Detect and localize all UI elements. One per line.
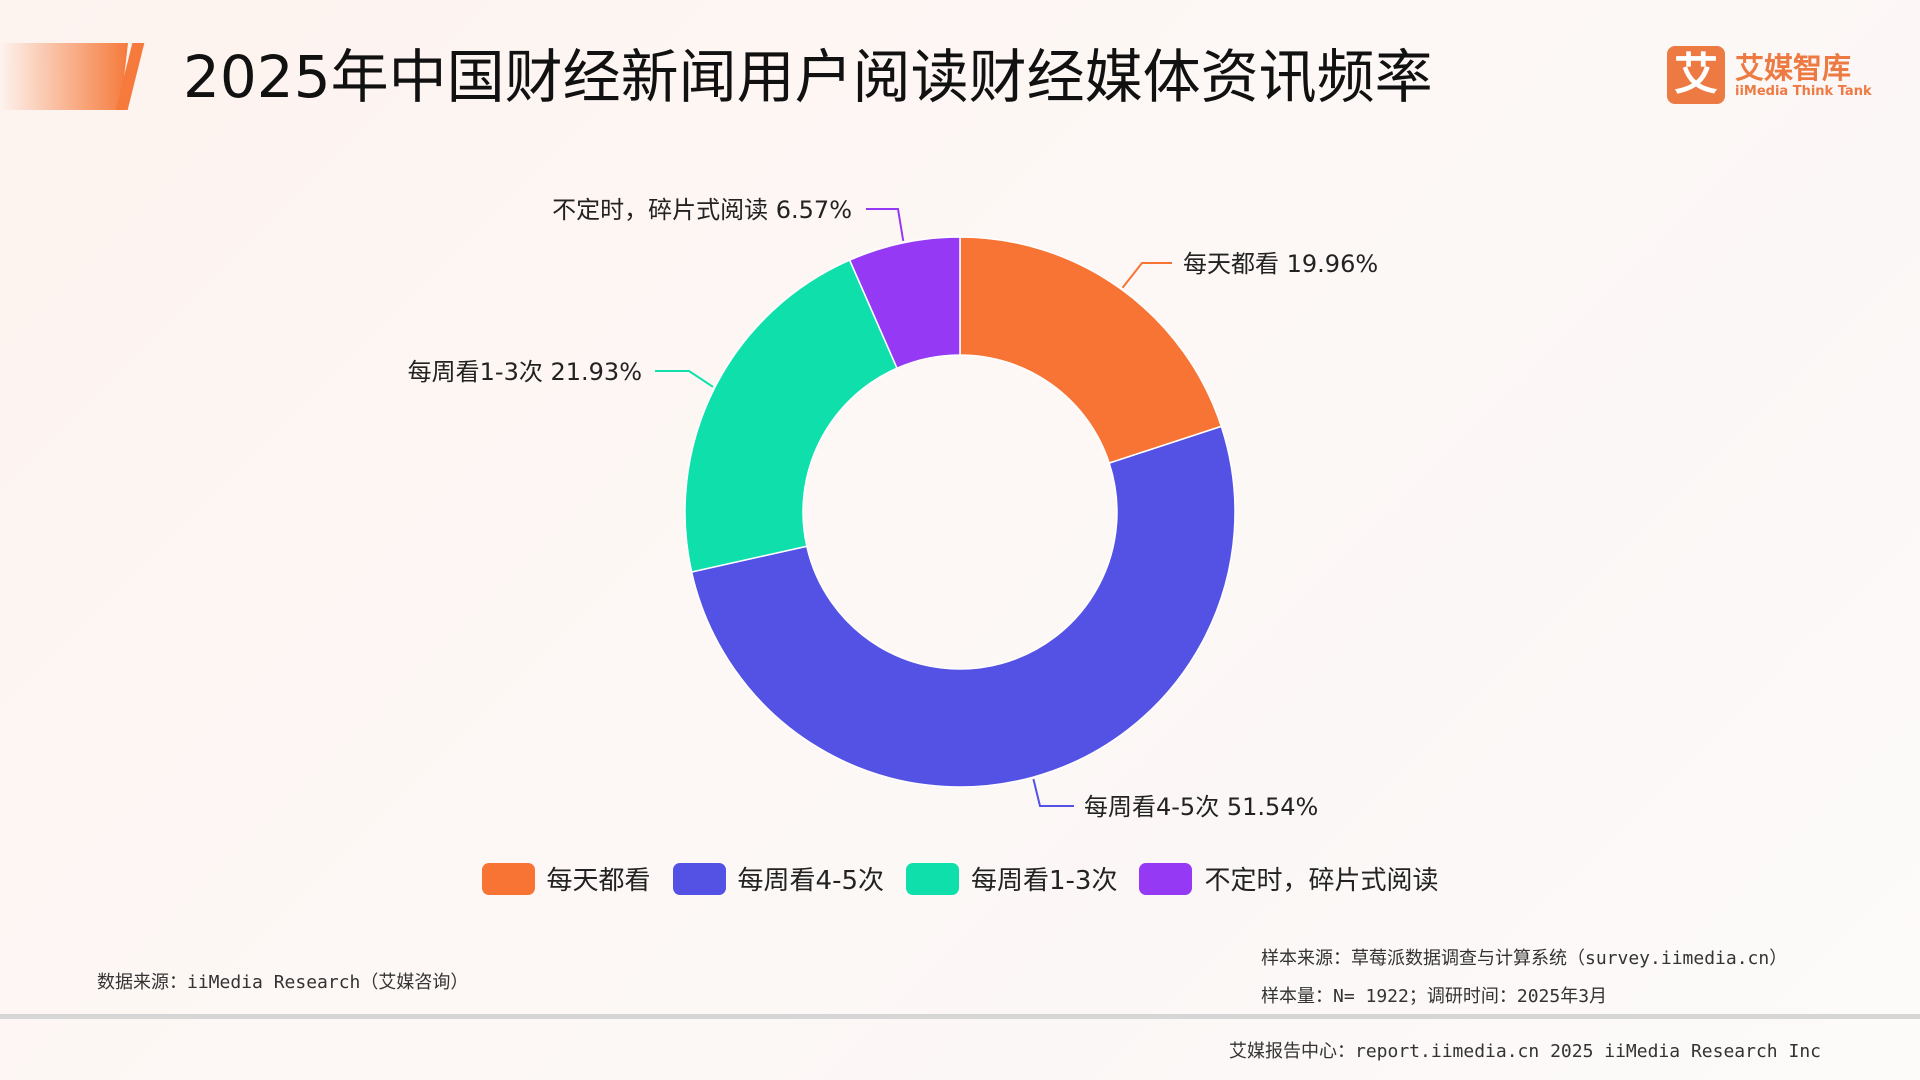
data-label: 不定时，碎片式阅读 6.57% — [552, 196, 852, 224]
legend-item[interactable]: 每天都看 — [481, 860, 651, 897]
legend-item[interactable]: 每周看4-5次 — [672, 860, 884, 897]
report-footer: 艾媒报告中心：report.iimedia.cn 2025 iiMedia Re… — [1229, 1041, 1821, 1062]
logo-en: iiMedia Think Tank — [1735, 83, 1872, 99]
sample-size: 样本量：N= 1922；调研时间：2025年3月 — [1261, 986, 1608, 1007]
legend-label: 每天都看 — [546, 866, 651, 896]
logo: 艾 艾媒智库 iiMedia Think Tank — [1667, 46, 1872, 104]
data-source: 数据来源：iiMedia Research（艾媒咨询） — [97, 972, 469, 993]
logo-mark: 艾 — [1667, 46, 1725, 104]
page-title: 2025年中国财经新闻用户阅读财经媒体资讯频率 — [183, 43, 1433, 111]
legend-label: 每周看1-3次 — [971, 866, 1118, 896]
legend-swatch — [906, 862, 959, 895]
legend-label: 不定时，碎片式阅读 — [1204, 866, 1439, 896]
header-accent-bar — [0, 43, 128, 110]
leader-line — [866, 208, 905, 242]
slice-1[interactable] — [959, 236, 1223, 465]
leader-line — [1032, 778, 1074, 807]
legend-swatch — [1139, 862, 1193, 895]
sample-source: 样本来源：草莓派数据调查与计算系统（survey.iimedia.cn） — [1261, 948, 1788, 969]
legend: 每天都看 每周看4-5次 每周看1-3次 不定时，碎片式阅读 — [0, 860, 1920, 897]
data-label: 每天都看 19.96% — [1183, 250, 1378, 278]
legend-item[interactable]: 每周看1-3次 — [906, 860, 1117, 897]
leader-line — [655, 370, 714, 388]
legend-label: 每周看4-5次 — [737, 866, 884, 896]
logo-cn: 艾媒智库 — [1735, 50, 1852, 85]
slice-3[interactable] — [684, 259, 899, 573]
legend-item[interactable]: 不定时，碎片式阅读 — [1139, 860, 1438, 897]
footer-divider — [0, 1014, 1920, 1019]
data-label: 每周看1-3次 21.93% — [408, 358, 642, 386]
slice-4[interactable] — [848, 236, 961, 370]
legend-swatch — [672, 862, 726, 895]
legend-swatch — [481, 862, 535, 895]
data-label: 每周看4-5次 51.54% — [1084, 793, 1318, 821]
slice-2[interactable] — [690, 425, 1236, 788]
leader-line — [1121, 262, 1172, 289]
